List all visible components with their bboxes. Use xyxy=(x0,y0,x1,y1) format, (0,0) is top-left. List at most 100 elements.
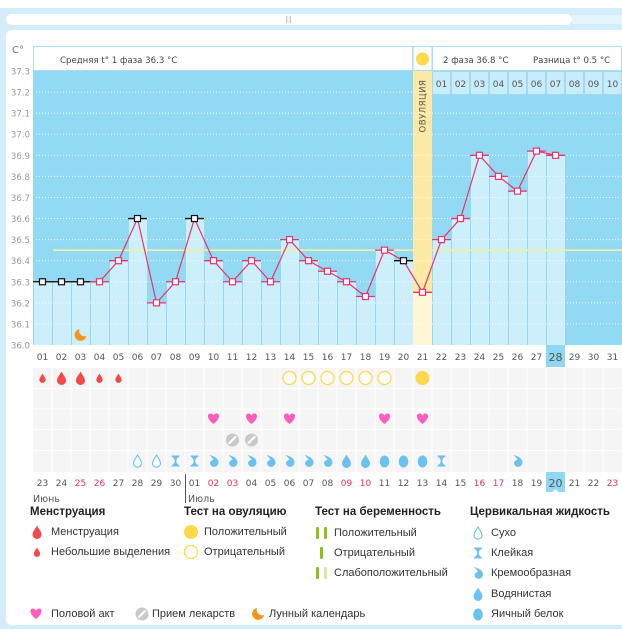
calendar-date[interactable]: 13 xyxy=(417,479,428,489)
temperature-point[interactable] xyxy=(418,288,427,296)
calendar-date[interactable]: 26 xyxy=(94,479,106,489)
cycle-day-label[interactable]: 15 xyxy=(303,353,314,363)
cycle-day-label[interactable]: 07 xyxy=(151,353,162,363)
calendar-date[interactable]: 17 xyxy=(493,479,504,489)
cycle-day-label[interactable]: 04 xyxy=(94,353,106,363)
ovulation-test-positive-icon[interactable] xyxy=(415,371,430,385)
ovulation-test-negative-icon[interactable] xyxy=(339,370,354,386)
cycle-day-label[interactable]: 22 xyxy=(436,353,447,363)
calendar-date[interactable]: 16 xyxy=(474,479,486,489)
ovulation-test-negative-icon[interactable] xyxy=(377,370,392,386)
calendar-date[interactable]: 30 xyxy=(170,479,182,489)
cycle-day-label[interactable]: 05 xyxy=(113,353,124,363)
cycle-day-label[interactable]: 01 xyxy=(37,353,48,363)
temperature-point[interactable] xyxy=(266,278,275,286)
cycle-day-label[interactable]: 28 xyxy=(549,351,563,364)
temperature-point[interactable] xyxy=(38,278,47,286)
ovulation-test-negative-icon[interactable] xyxy=(282,370,297,386)
calendar-date[interactable]: 10 xyxy=(360,479,372,489)
calendar-date[interactable]: 01 xyxy=(189,479,200,489)
ovulation-test-negative-icon[interactable] xyxy=(301,370,316,386)
temperature-point[interactable] xyxy=(437,236,446,244)
temperature-point[interactable] xyxy=(95,278,104,286)
calendar-date[interactable]: 03 xyxy=(227,479,238,489)
temperature-point[interactable] xyxy=(399,257,408,265)
cycle-day-label[interactable]: 16 xyxy=(322,353,334,363)
cycle-day-label[interactable]: 21 xyxy=(417,353,428,363)
calendar-date[interactable]: 04 xyxy=(246,479,258,489)
cycle-day-label[interactable]: 06 xyxy=(132,353,144,363)
temperature-point[interactable] xyxy=(171,278,180,286)
cervical-egg-white-icon[interactable] xyxy=(379,455,390,468)
cycle-day-label[interactable]: 24 xyxy=(474,353,486,363)
cycle-day-label[interactable]: 25 xyxy=(493,353,504,363)
pill-icon[interactable] xyxy=(243,432,260,448)
cycle-day-label[interactable]: 30 xyxy=(588,353,600,363)
ovulation-test-negative-icon[interactable] xyxy=(320,370,335,386)
calendar-date[interactable]: 22 xyxy=(588,479,599,489)
cycle-day-label[interactable]: 19 xyxy=(379,353,391,363)
temperature-point[interactable] xyxy=(456,214,465,223)
temperature-point[interactable] xyxy=(190,214,199,223)
temperature-point[interactable] xyxy=(76,278,85,286)
calendar-date[interactable]: 19 xyxy=(531,479,543,489)
cervical-egg-white-icon[interactable] xyxy=(398,455,409,468)
cycle-day-label[interactable]: 18 xyxy=(360,353,372,363)
calendar-date[interactable]: 27 xyxy=(113,479,124,489)
calendar-date[interactable]: 14 xyxy=(436,479,448,489)
cycle-day-label[interactable]: 26 xyxy=(512,353,524,363)
cycle-day-label[interactable]: 20 xyxy=(398,353,410,363)
cycle-day-label[interactable]: 17 xyxy=(341,353,352,363)
calendar-date[interactable]: 23 xyxy=(37,479,48,489)
calendar-date[interactable]: 05 xyxy=(265,479,276,489)
cycle-day-label[interactable]: 03 xyxy=(75,353,86,363)
calendar-date[interactable]: 02 xyxy=(208,479,219,489)
calendar-date[interactable]: 23 xyxy=(607,479,618,489)
calendar-date[interactable]: 21 xyxy=(569,479,580,489)
cervical-egg-white-icon[interactable] xyxy=(417,455,428,468)
calendar-date[interactable]: 29 xyxy=(151,479,163,489)
calendar-date[interactable]: 12 xyxy=(398,479,409,489)
temperature-point[interactable] xyxy=(532,147,541,155)
temperature-point[interactable] xyxy=(361,292,370,301)
cycle-day-label[interactable]: 27 xyxy=(531,353,542,363)
cycle-day-label[interactable]: 10 xyxy=(208,353,220,363)
calendar-date[interactable]: 06 xyxy=(284,479,296,489)
temperature-point[interactable] xyxy=(551,151,560,159)
calendar-date[interactable]: 18 xyxy=(512,479,524,489)
calendar-date[interactable]: 09 xyxy=(341,479,353,489)
temperature-point[interactable] xyxy=(475,151,484,159)
cycle-day-label[interactable]: 13 xyxy=(265,353,276,363)
calendar-date[interactable]: 07 xyxy=(303,479,314,489)
cycle-day-label[interactable]: 14 xyxy=(284,353,296,363)
temperature-point[interactable] xyxy=(494,172,503,180)
temperature-point[interactable] xyxy=(209,257,218,265)
calendar-date[interactable]: 15 xyxy=(455,479,466,489)
temperature-point[interactable] xyxy=(228,278,237,286)
calendar-date[interactable]: 08 xyxy=(322,479,334,489)
calendar-date[interactable]: 25 xyxy=(75,479,86,489)
temperature-point[interactable] xyxy=(323,267,332,275)
temperature-point[interactable] xyxy=(133,214,142,223)
temperature-point[interactable] xyxy=(247,257,256,265)
cycle-day-label[interactable]: 11 xyxy=(227,353,238,363)
cycle-day-label[interactable]: 02 xyxy=(56,353,67,363)
cycle-day-label[interactable]: 08 xyxy=(170,353,182,363)
temperature-point[interactable] xyxy=(513,187,522,195)
temperature-point[interactable] xyxy=(152,299,161,307)
temperature-point[interactable] xyxy=(304,257,313,265)
scrollbar-handle[interactable] xyxy=(286,16,291,23)
cycle-day-label[interactable]: 12 xyxy=(246,353,257,363)
calendar-date[interactable]: 24 xyxy=(56,479,68,489)
calendar-date[interactable]: 28 xyxy=(132,479,144,489)
calendar-date[interactable]: 20 xyxy=(549,477,563,490)
cycle-day-label[interactable]: 29 xyxy=(569,353,581,363)
cycle-day-label[interactable]: 09 xyxy=(189,353,201,363)
temperature-point[interactable] xyxy=(380,246,389,254)
temperature-point[interactable] xyxy=(342,278,351,286)
ovulation-test-negative-icon[interactable] xyxy=(358,370,373,386)
temperature-point[interactable] xyxy=(285,236,294,244)
temperature-point[interactable] xyxy=(114,257,123,265)
temperature-point[interactable] xyxy=(57,278,66,286)
cycle-day-label[interactable]: 23 xyxy=(455,353,466,363)
